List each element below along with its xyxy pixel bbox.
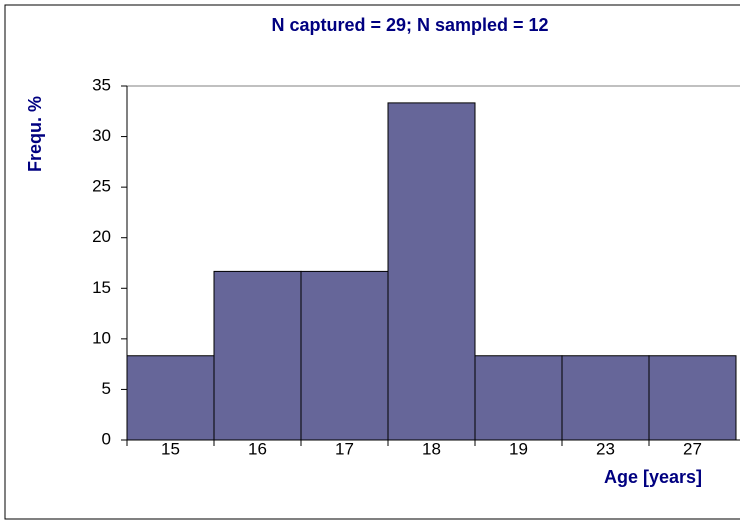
x-tick-label: 17 <box>335 439 354 458</box>
bar <box>213 270 302 441</box>
bar <box>474 355 563 441</box>
y-tick-label: 25 <box>92 177 111 196</box>
y-tick-label: 10 <box>92 328 111 347</box>
bar <box>648 355 737 441</box>
chart-title: N captured = 29; N sampled = 12 <box>271 15 548 35</box>
x-tick-label: 15 <box>161 439 180 458</box>
y-tick-label: 30 <box>92 126 111 145</box>
bar <box>300 270 389 441</box>
bar <box>387 102 476 441</box>
y-tick-label: 0 <box>102 429 111 448</box>
x-tick-label: 16 <box>248 439 267 458</box>
x-tick-label: 19 <box>509 439 528 458</box>
x-tick-label: 27 <box>683 439 702 458</box>
x-tick-label: 18 <box>422 439 441 458</box>
bar <box>561 355 650 441</box>
y-tick-label: 35 <box>92 75 111 94</box>
y-tick-label: 20 <box>92 227 111 246</box>
x-tick-label: 23 <box>596 439 615 458</box>
x-axis-label: Age [years] <box>604 467 702 487</box>
y-tick-label: 5 <box>102 379 111 398</box>
y-axis-label: Frequ. % <box>25 96 45 172</box>
bar <box>126 355 215 441</box>
y-tick-label: 15 <box>92 278 111 297</box>
